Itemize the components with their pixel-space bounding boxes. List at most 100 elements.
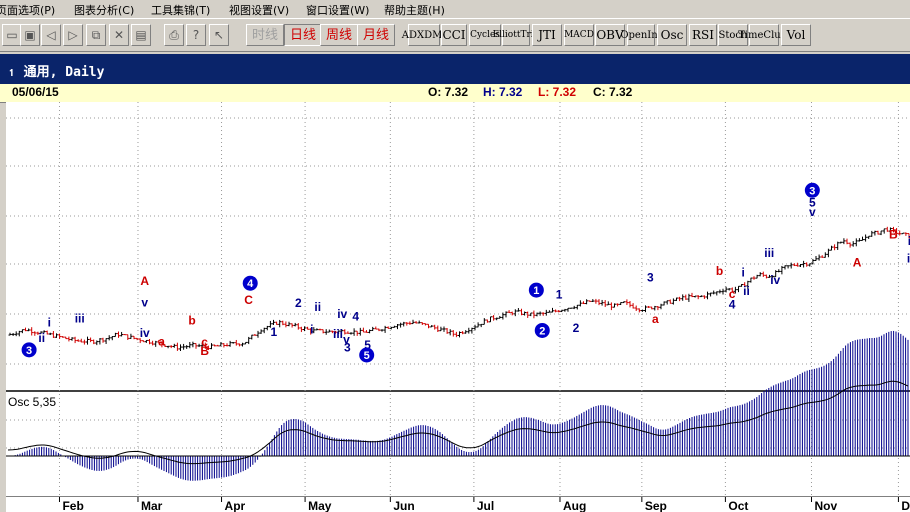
copy-icon[interactable]: ⧉: [86, 24, 106, 46]
help-icon[interactable]: ?: [186, 24, 206, 46]
ohlc-bar: [445, 328, 449, 334]
ohlc-bar: [799, 263, 802, 267]
ohlc-bar: [492, 315, 496, 321]
ohlc-bar: [523, 311, 527, 316]
ohlc-bar: [873, 230, 877, 236]
menu-page-options[interactable]: 页面选项(P): [0, 4, 56, 17]
wave-label: A: [140, 274, 149, 288]
ohlc-bar: [417, 320, 421, 324]
window-title: ↿ 通用, Daily: [8, 65, 105, 80]
time-clust-button[interactable]: Time Clust: [738, 24, 790, 46]
info-close: C: 7.32: [593, 85, 633, 99]
ohlc-bar: [148, 338, 151, 345]
ohlc-bar: [324, 329, 328, 335]
menu-window-settings[interactable]: 窗口设置(W): [306, 4, 370, 17]
ohlc-bar: [495, 317, 499, 321]
ohlc-bar: [237, 343, 241, 347]
ohlc-bar: [461, 331, 465, 335]
ohlc-bar: [625, 299, 629, 306]
period-weekly-button[interactable]: 周线: [320, 24, 358, 46]
period-monthly-button[interactable]: 月线: [357, 24, 395, 46]
ohlc-bar: [451, 330, 455, 337]
ohlc-bar: [520, 308, 523, 316]
ohlc-bar: [572, 305, 576, 310]
ohlc-bar: [321, 329, 325, 334]
forward-icon[interactable]: ▷: [63, 24, 83, 46]
ohlc-bar: [513, 309, 517, 317]
info-open: O: 7.32: [428, 85, 469, 99]
obv-button[interactable]: OBV: [595, 24, 625, 46]
cycles-button[interactable]: Cycles: [469, 24, 501, 46]
ohlc-bar: [24, 327, 27, 332]
vol-button[interactable]: Vol: [781, 24, 811, 46]
whats-this-icon[interactable]: ↖: [209, 24, 229, 46]
menu-help[interactable]: 帮助主题(H): [384, 4, 445, 17]
menu-view-settings[interactable]: 视图设置(V): [229, 4, 290, 17]
rsi-button[interactable]: RSI: [689, 24, 717, 46]
ohlc-bar: [805, 262, 809, 267]
wave-label: iii: [75, 312, 85, 326]
macd-button[interactable]: MACD: [564, 24, 594, 46]
ohlc-bar: [628, 300, 632, 308]
ohlc-bar: [169, 345, 173, 349]
menu-chart-analysis[interactable]: 图表分析(C): [74, 4, 135, 17]
ohlc-bar: [619, 302, 623, 306]
ohlc-bar: [510, 311, 514, 316]
ohlc-bar: [498, 315, 502, 319]
ohlc-bar: [848, 242, 852, 248]
back-icon[interactable]: ◁: [41, 24, 61, 46]
elliott-trig-button[interactable]: Elliott Trig: [493, 24, 539, 46]
ohlc-bar: [123, 334, 127, 336]
ohlc-bar: [529, 312, 533, 317]
ohlc-bar: [675, 297, 678, 301]
open-int-button[interactable]: Open Int: [620, 24, 662, 46]
new-file-icon[interactable]: ▭: [2, 24, 22, 46]
adx-dmi-button[interactable]: ADX DMI: [402, 24, 446, 46]
ohlc-bar: [408, 321, 412, 325]
ohlc-bar: [479, 323, 483, 328]
menu-tools[interactable]: 工具集锦(T): [151, 4, 211, 17]
ohlc-bar: [374, 326, 378, 330]
ohlc-bar: [489, 316, 492, 323]
osc-button[interactable]: Osc: [657, 24, 687, 46]
ohlc-bar: [823, 252, 827, 258]
period-hourly-button[interactable]: 时线: [246, 24, 284, 46]
ohlc-bar: [337, 330, 341, 334]
ohlc-bar: [845, 238, 849, 245]
ohlc-bar: [842, 238, 846, 245]
wave-circle-3: 3: [804, 182, 820, 198]
ohlc-bar: [420, 322, 424, 325]
price-chart[interactable]: FebMarAprMayJunJulAugSepOctNovDeciiiiiiA…: [6, 102, 910, 512]
ohlc-bar: [789, 262, 793, 269]
ohlc-bar: [715, 291, 719, 296]
wave-label: i: [310, 322, 313, 336]
save-icon[interactable]: ▣: [20, 24, 40, 46]
ohlc-bar: [423, 323, 427, 326]
chart-area[interactable]: FebMarAprMayJunJulAugSepOctNovDeciiiiiiA…: [6, 102, 910, 512]
axis-label-Jun: Jun: [393, 499, 414, 512]
ohlc-bar: [485, 319, 489, 323]
jti-button[interactable]: JTI: [532, 24, 562, 46]
ohlc-bar: [172, 343, 176, 348]
ohlc-bar: [600, 299, 604, 306]
ohlc-bar: [737, 285, 740, 293]
stoch-button[interactable]: Stoch: [718, 24, 748, 46]
period-daily-button[interactable]: 日线: [284, 24, 322, 46]
cut-icon[interactable]: ✕: [109, 24, 129, 46]
ohlc-bar: [777, 269, 781, 273]
paste-icon[interactable]: ▤: [131, 24, 151, 46]
wave-label: 1: [556, 288, 563, 302]
cci-button[interactable]: CCI: [441, 24, 467, 46]
wave-label: iii: [333, 327, 343, 341]
print-icon[interactable]: ⎙: [164, 24, 184, 46]
ohlc-bar: [826, 248, 830, 258]
wave-label: 4: [352, 309, 359, 323]
ohlc-bar: [535, 312, 539, 317]
ohlc-bar: [129, 333, 133, 339]
ohlc-bar: [160, 342, 164, 348]
ohlc-bar: [792, 263, 796, 267]
ohlc-bar: [699, 295, 703, 298]
chart-window-title-bar[interactable]: ↿ 通用, Daily: [0, 54, 910, 84]
ohlc-bar: [427, 323, 430, 329]
ohlc-bar: [585, 299, 589, 305]
